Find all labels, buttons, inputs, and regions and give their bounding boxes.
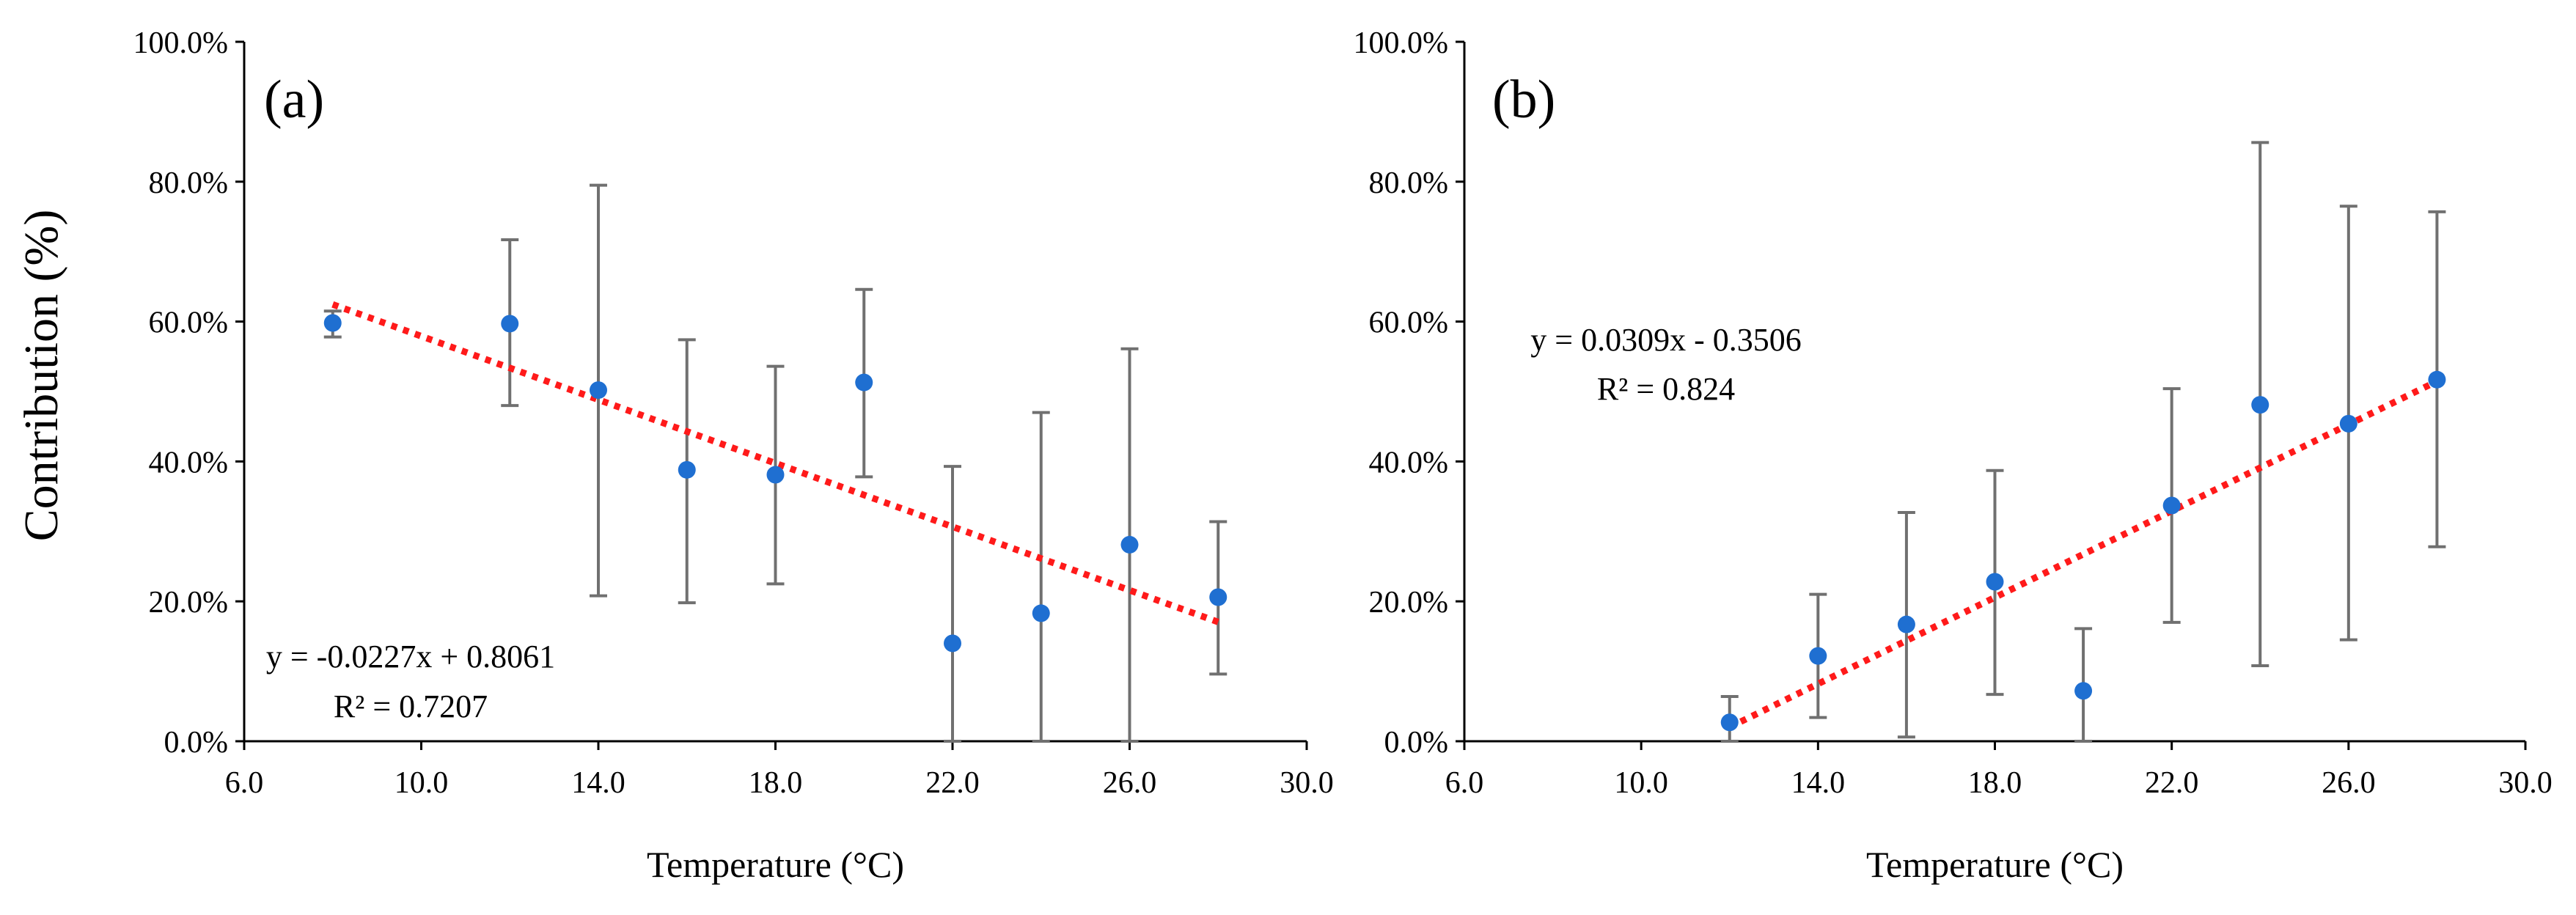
data-point	[678, 460, 696, 479]
panel-b: 0.0% 20.0% 40.0% 60.0% 80.0% 100.0% 6.0 10.0 14.…	[1354, 26, 2553, 885]
x-axis-title: Temperature (°C)	[647, 844, 904, 885]
x-tick-label: 26.0	[1103, 766, 1157, 800]
panel-label: (b)	[1492, 70, 1555, 130]
data-point	[2339, 414, 2357, 433]
trend-equation: y = 0.0309x - 0.3506	[1530, 322, 1801, 358]
x-tick-label: 30.0	[2498, 766, 2553, 800]
data-point	[1209, 588, 1228, 606]
data-point	[2251, 396, 2269, 414]
y-tick-label: 20.0%	[149, 586, 229, 620]
data-point	[2074, 682, 2093, 700]
x-tick-label: 14.0	[1791, 766, 1846, 800]
x-tick-label: 22.0	[2145, 766, 2199, 800]
data-point	[855, 373, 873, 392]
y-tick-label: 80.0%	[1369, 166, 1449, 200]
y-tick-label: 20.0%	[1369, 586, 1449, 620]
data-point	[1809, 647, 1827, 665]
x-tick-label: 18.0	[749, 766, 803, 800]
x-tick-label: 30.0	[1280, 766, 1334, 800]
data-point	[590, 381, 607, 400]
x-tick-label: 10.0	[395, 766, 449, 800]
x-tick-label: 26.0	[2322, 766, 2376, 800]
trend-r-squared: R² = 0.824	[1597, 371, 1735, 407]
data-point	[2162, 496, 2181, 515]
data-point	[323, 314, 342, 332]
data-point	[1897, 615, 1915, 633]
y-tick-label: 100.0%	[1354, 26, 1449, 60]
y-tick-label: 0.0%	[1384, 726, 1449, 760]
data-point	[944, 634, 961, 653]
x-tick-label: 22.0	[925, 766, 980, 800]
y-tick-label: 40.0%	[149, 446, 229, 479]
x-tick-label: 6.0	[225, 766, 264, 800]
data-point	[1720, 713, 1739, 732]
trend-r-squared: R² = 0.7207	[334, 688, 488, 724]
data-point	[1032, 604, 1050, 622]
y-tick-label: 0.0%	[164, 726, 229, 760]
y-tick-label: 60.0%	[149, 306, 229, 340]
x-axis-title: Temperature (°C)	[1866, 844, 2124, 885]
x-tick-label: 10.0	[1614, 766, 1668, 800]
y-tick-label: 80.0%	[149, 166, 229, 200]
y-axis-title: Contribution (%)	[15, 210, 68, 542]
data-point	[1986, 573, 2004, 591]
data-point	[501, 315, 519, 333]
y-tick-label: 60.0%	[1369, 306, 1449, 340]
data-point	[766, 466, 785, 484]
panel-a: 0.0% 20.0% 40.0% 60.0% 80.0% 100.0% 6.0 10.0 14.…	[133, 26, 1334, 885]
x-tick-label: 14.0	[571, 766, 625, 800]
data-point	[2428, 370, 2446, 389]
data-point	[1120, 535, 1139, 554]
y-tick-label: 40.0%	[1369, 446, 1449, 479]
x-tick-label: 6.0	[1445, 766, 1484, 800]
trend-equation: y = -0.0227x + 0.8061	[266, 639, 555, 675]
x-tick-label: 18.0	[1968, 766, 2022, 800]
panel-label: (a)	[264, 70, 324, 130]
y-tick-label: 100.0%	[133, 26, 229, 60]
